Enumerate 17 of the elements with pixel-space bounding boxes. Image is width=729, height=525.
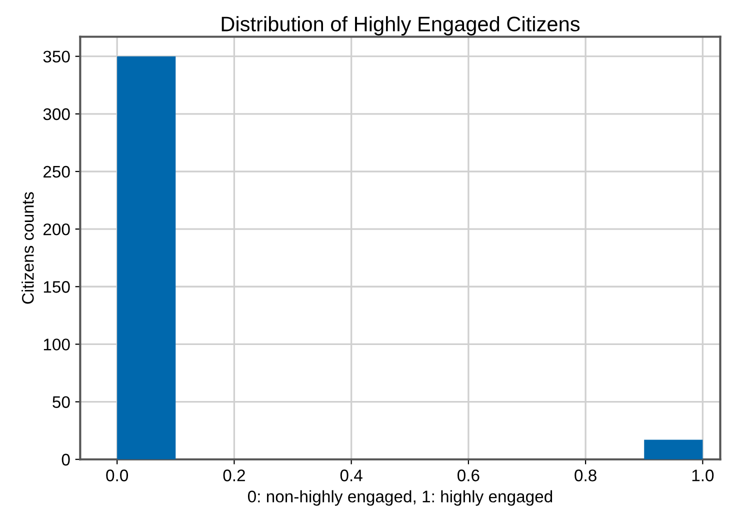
x-tick-label: 1.0 xyxy=(692,470,714,482)
x-tick-label: 0.6 xyxy=(458,470,480,482)
x-tick-label: 0.4 xyxy=(340,470,362,482)
y-tick-label: 150 xyxy=(44,281,70,293)
y-axis-title: Citizens counts xyxy=(22,192,34,304)
chart-title: Distribution of Highly Engaged Citizens xyxy=(222,16,580,36)
y-tick-label: 350 xyxy=(43,50,70,63)
x-tick-label: 0.2 xyxy=(223,470,245,482)
x-tick-label: 0.8 xyxy=(574,470,596,482)
x-axis-title: 0: non-highly engaged, 1: highly engaged xyxy=(248,490,552,506)
y-tick-label: 200 xyxy=(44,223,70,236)
y-tick-label: 250 xyxy=(44,166,70,178)
y-tick-label: 50 xyxy=(52,396,70,408)
y-tick-label: 0 xyxy=(62,454,70,466)
x-tick-label: 0.0 xyxy=(106,470,128,482)
y-tick-label: 100 xyxy=(44,338,70,350)
y-tick-label: 300 xyxy=(43,108,70,120)
